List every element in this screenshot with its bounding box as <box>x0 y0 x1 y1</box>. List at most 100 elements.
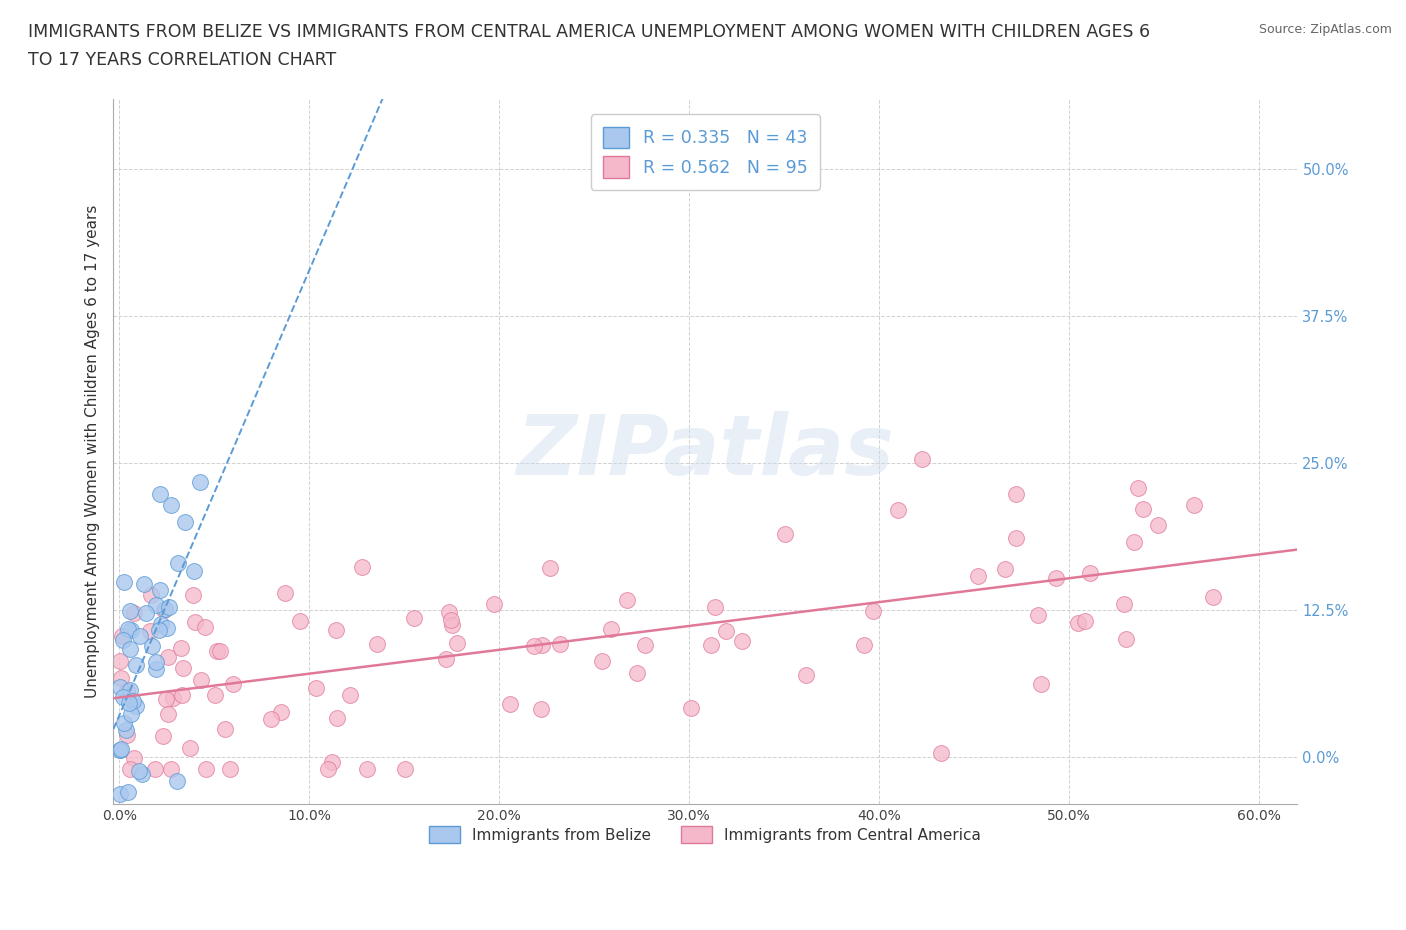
Point <box>862 604 884 618</box>
Point <box>700 637 723 652</box>
Point <box>600 621 623 636</box>
Point <box>274 586 297 601</box>
Point <box>484 597 506 612</box>
Point <box>616 592 638 607</box>
Point <box>634 637 657 652</box>
Point <box>994 562 1017 577</box>
Point <box>356 761 378 776</box>
Point <box>887 502 910 517</box>
Point <box>108 742 131 757</box>
Point <box>141 639 163 654</box>
Text: IMMIGRANTS FROM BELIZE VS IMMIGRANTS FROM CENTRAL AMERICA UNEMPLOYMENT AMONG WOM: IMMIGRANTS FROM BELIZE VS IMMIGRANTS FRO… <box>28 23 1150 41</box>
Point <box>794 668 817 683</box>
Point <box>179 741 201 756</box>
Point <box>152 603 174 618</box>
Point <box>139 587 162 602</box>
Point <box>125 698 148 713</box>
Point <box>434 652 457 667</box>
Point <box>128 764 150 778</box>
Point <box>170 688 193 703</box>
Point <box>169 640 191 655</box>
Point <box>110 742 132 757</box>
Point <box>115 684 138 698</box>
Point <box>207 644 229 658</box>
Point <box>122 751 145 765</box>
Point <box>260 711 283 726</box>
Point <box>195 761 218 776</box>
Point <box>548 636 571 651</box>
Point <box>118 761 141 776</box>
Point <box>1029 677 1052 692</box>
Point <box>290 613 312 628</box>
Point <box>135 605 157 620</box>
Point <box>1182 498 1205 512</box>
Point <box>118 696 141 711</box>
Point <box>440 612 463 627</box>
Point <box>148 623 170 638</box>
Point <box>145 655 167 670</box>
Point <box>173 514 195 529</box>
Text: Source: ZipAtlas.com: Source: ZipAtlas.com <box>1258 23 1392 36</box>
Point <box>1078 565 1101 580</box>
Legend: Immigrants from Belize, Immigrants from Central America: Immigrants from Belize, Immigrants from … <box>423 820 987 849</box>
Point <box>1026 607 1049 622</box>
Point <box>404 610 426 625</box>
Point <box>145 661 167 676</box>
Point <box>194 619 217 634</box>
Point <box>139 624 162 639</box>
Point <box>111 689 134 704</box>
Point <box>704 600 727 615</box>
Point <box>350 559 373 574</box>
Point <box>305 680 328 695</box>
Point <box>1132 502 1154 517</box>
Point <box>1128 481 1150 496</box>
Point <box>131 766 153 781</box>
Point <box>188 474 211 489</box>
Point <box>1067 616 1090 631</box>
Point <box>208 644 231 658</box>
Point <box>120 707 142 722</box>
Point <box>1005 531 1028 546</box>
Point <box>523 639 546 654</box>
Point <box>214 722 236 737</box>
Point <box>929 746 952 761</box>
Point <box>110 787 132 802</box>
Point <box>153 602 176 617</box>
Point <box>366 637 388 652</box>
Point <box>183 588 205 603</box>
Point <box>156 620 179 635</box>
Point <box>184 615 207 630</box>
Point <box>716 624 738 639</box>
Point <box>966 568 988 583</box>
Point <box>530 701 553 716</box>
Point <box>1114 597 1136 612</box>
Point <box>219 761 242 776</box>
Point <box>325 623 347 638</box>
Point <box>326 711 349 725</box>
Point <box>149 617 172 631</box>
Point <box>159 498 181 512</box>
Point <box>1045 571 1067 586</box>
Point <box>1115 631 1137 646</box>
Point <box>149 582 172 597</box>
Point <box>1123 535 1146 550</box>
Point <box>853 638 876 653</box>
Text: ZIPatlas: ZIPatlas <box>516 411 894 492</box>
Point <box>591 654 613 669</box>
Point <box>145 597 167 612</box>
Point <box>679 700 702 715</box>
Point <box>122 694 145 709</box>
Point <box>911 452 934 467</box>
Point <box>441 618 464 632</box>
Point <box>110 742 132 757</box>
Point <box>110 671 132 685</box>
Point <box>183 564 205 578</box>
Point <box>1146 518 1168 533</box>
Point <box>118 683 141 698</box>
Point <box>731 633 754 648</box>
Point <box>166 555 188 570</box>
Point <box>112 575 135 590</box>
Point <box>117 622 139 637</box>
Point <box>166 774 188 789</box>
Point <box>159 600 181 615</box>
